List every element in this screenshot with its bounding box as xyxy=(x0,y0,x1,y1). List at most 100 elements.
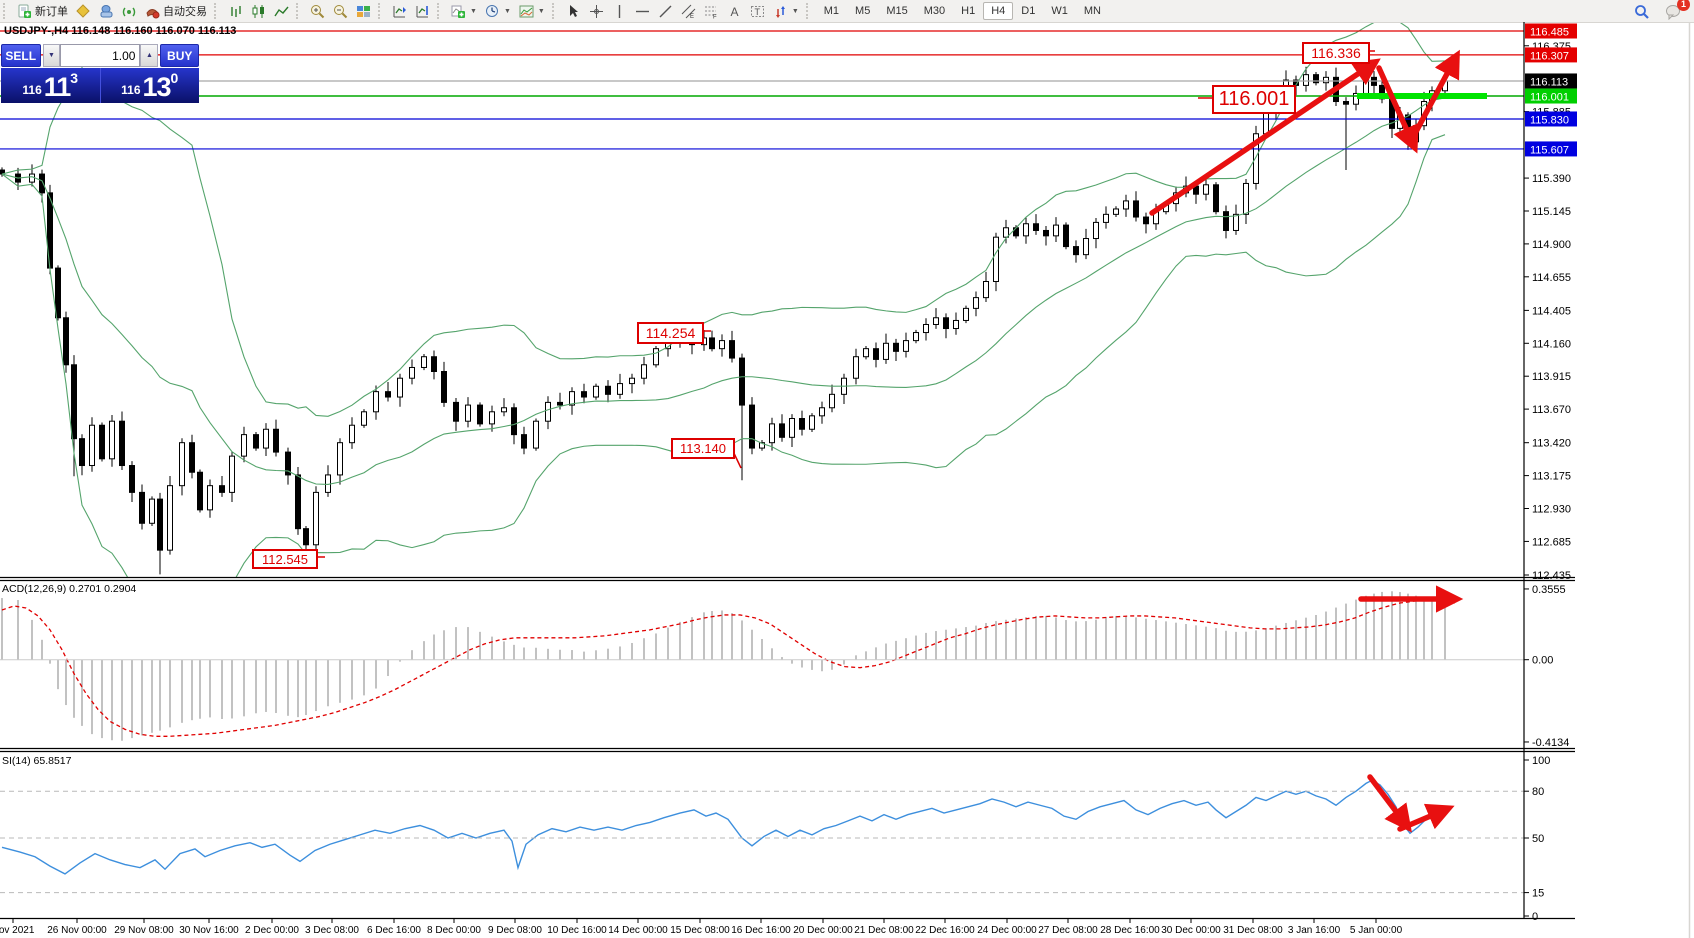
indicators-button[interactable]: ▼ xyxy=(447,2,481,21)
svg-text:15: 15 xyxy=(1532,888,1544,900)
chart-shift-button[interactable] xyxy=(411,2,434,21)
cursor-tool-button[interactable] xyxy=(562,2,585,21)
svg-text:3 Jan 16:00: 3 Jan 16:00 xyxy=(1288,925,1341,936)
timeframe-M30[interactable]: M30 xyxy=(923,5,946,17)
svg-text:116.485: 116.485 xyxy=(1530,27,1569,39)
trendline-tool-button[interactable] xyxy=(654,2,677,21)
templates-button[interactable]: ▼ xyxy=(515,2,549,21)
svg-text:113.420: 113.420 xyxy=(1532,438,1571,450)
auto-trading-icon xyxy=(145,4,160,19)
vertical-line-tool-button[interactable] xyxy=(608,2,631,21)
timeframe-H1[interactable]: H1 xyxy=(961,5,976,17)
zoom-in-button[interactable] xyxy=(306,2,329,21)
volume-decrease-button[interactable]: ▼ xyxy=(42,44,61,67)
arrows-tool-button[interactable]: ▼ xyxy=(769,2,803,21)
bar-chart-button[interactable] xyxy=(224,2,247,21)
svg-text:10 Dec 16:00: 10 Dec 16:00 xyxy=(547,925,607,936)
svg-text:114.405: 114.405 xyxy=(1532,305,1571,317)
metaquotes-button[interactable] xyxy=(72,2,95,21)
svg-text:112.930: 112.930 xyxy=(1532,504,1571,516)
auto-trading-label: 自动交易 xyxy=(163,6,207,18)
timeframe-D1[interactable]: D1 xyxy=(1021,5,1036,17)
timeframe-MN[interactable]: MN xyxy=(1083,5,1101,17)
trendline-icon xyxy=(658,4,673,19)
volume-increase-button[interactable]: ▲ xyxy=(140,44,159,67)
svg-text:0: 0 xyxy=(1532,911,1538,923)
svg-text:9 Dec 08:00: 9 Dec 08:00 xyxy=(488,925,542,936)
price-annotation-114.254[interactable]: 114.254 xyxy=(637,322,704,344)
horizontal-line-tool-button[interactable] xyxy=(631,2,654,21)
label-tool-button[interactable]: T xyxy=(746,2,769,21)
signal-icon xyxy=(122,4,137,19)
svg-text:113.670: 113.670 xyxy=(1532,404,1571,416)
auto-scroll-button[interactable] xyxy=(388,2,411,21)
timeframe-M1[interactable]: M1 xyxy=(823,5,840,17)
svg-text:31 Dec 08:00: 31 Dec 08:00 xyxy=(1223,925,1283,936)
price-annotation-116.001[interactable]: 116.001 xyxy=(1212,85,1296,114)
svg-text:16 Dec 16:00: 16 Dec 16:00 xyxy=(731,925,791,936)
sell-price-sup: 3 xyxy=(70,70,79,86)
svg-text:114.655: 114.655 xyxy=(1532,272,1571,284)
timeframe-M5[interactable]: M5 xyxy=(855,5,871,17)
svg-text:30 Nov 16:00: 30 Nov 16:00 xyxy=(179,925,239,936)
notifications-button[interactable]: 1 xyxy=(1661,0,1690,21)
fibonacci-icon: F xyxy=(704,4,719,20)
signal-button[interactable] xyxy=(118,2,141,21)
sell-button[interactable]: SELL xyxy=(1,44,41,67)
timeframe-W1[interactable]: W1 xyxy=(1051,5,1068,17)
zoom-in-icon xyxy=(310,4,325,19)
svg-text:28 Dec 16:00: 28 Dec 16:00 xyxy=(1100,925,1160,936)
svg-text:80: 80 xyxy=(1532,786,1544,798)
tile-windows-icon xyxy=(356,4,371,19)
timeframe-H4[interactable]: H4 xyxy=(983,2,1014,20)
svg-text:29 Nov 08:00: 29 Nov 08:00 xyxy=(114,925,174,936)
channel-tool-button[interactable]: E xyxy=(677,2,700,21)
new-order-label: 新订单 xyxy=(35,6,68,18)
svg-text:-0.4134: -0.4134 xyxy=(1532,737,1569,749)
volume-input[interactable] xyxy=(60,44,141,67)
svg-text:114.900: 114.900 xyxy=(1532,239,1571,251)
cursor-icon xyxy=(566,4,581,19)
candlestick-button[interactable] xyxy=(247,2,270,21)
zoom-out-icon xyxy=(333,4,348,19)
zoom-out-button[interactable] xyxy=(329,2,352,21)
svg-text:22 Dec 16:00: 22 Dec 16:00 xyxy=(915,925,975,936)
toolbar: 新订单 自动交易 ▼ ▼ ▼ E F A T ▼ M xyxy=(0,0,1694,23)
toolbar-grip[interactable] xyxy=(3,3,10,19)
market-watch-button[interactable] xyxy=(95,2,118,21)
svg-text:27 Dec 08:00: 27 Dec 08:00 xyxy=(1038,925,1098,936)
svg-text:115.607: 115.607 xyxy=(1530,144,1569,156)
timeframe-M15[interactable]: M15 xyxy=(886,5,908,17)
svg-text:E: E xyxy=(690,14,694,19)
vertical-line-icon xyxy=(612,4,627,19)
market-watch-icon xyxy=(99,4,114,19)
buy-button[interactable]: BUY xyxy=(160,44,199,67)
chart-surface[interactable]: 116.375115.885115.390115.145114.900114.6… xyxy=(0,22,1694,938)
search-button[interactable] xyxy=(1630,2,1653,21)
fibonacci-tool-button[interactable]: F xyxy=(700,2,723,21)
new-order-button[interactable]: 新订单 xyxy=(13,1,72,21)
arrows-icon xyxy=(773,4,788,19)
tile-windows-button[interactable] xyxy=(352,2,375,21)
line-chart-button[interactable] xyxy=(270,2,293,21)
svg-text:3 Dec 08:00: 3 Dec 08:00 xyxy=(305,925,359,936)
chart-title: USDJPY-,H4 116.148 116.160 116.070 116.1… xyxy=(4,25,237,37)
price-annotation-113.140[interactable]: 113.140 xyxy=(671,438,735,459)
price-annotation-116.336[interactable]: 116.336 xyxy=(1302,42,1370,64)
text-tool-button[interactable]: A xyxy=(723,2,746,21)
price-annotation-112.545[interactable]: 112.545 xyxy=(252,549,318,569)
sell-price[interactable]: 116 11 3 xyxy=(1,68,101,103)
notifications-icon xyxy=(1665,4,1680,20)
auto-trading-button[interactable]: 自动交易 xyxy=(141,1,211,21)
dropdown-arrow-icon: ▼ xyxy=(537,7,545,15)
auto-scroll-icon xyxy=(392,4,407,19)
periods-button[interactable]: ▼ xyxy=(481,2,515,21)
text-icon: A xyxy=(727,4,742,19)
buy-price[interactable]: 116 13 0 xyxy=(101,68,200,103)
notification-badge: 1 xyxy=(1677,0,1690,11)
search-icon xyxy=(1634,4,1649,19)
crosshair-tool-button[interactable] xyxy=(585,2,608,21)
buy-price-sup: 0 xyxy=(170,70,179,86)
svg-text:115.830: 115.830 xyxy=(1530,114,1569,126)
